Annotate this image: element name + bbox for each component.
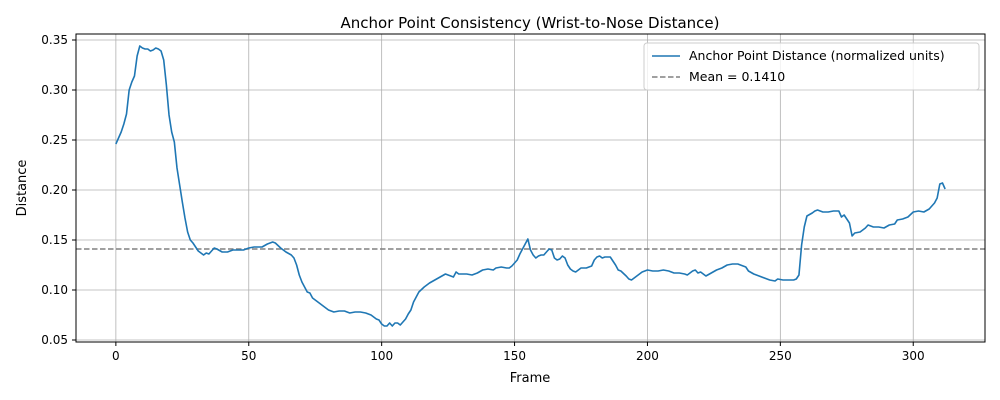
chart-title: Anchor Point Consistency (Wrist-to-Nose … bbox=[341, 14, 720, 32]
legend-box bbox=[643, 42, 980, 91]
legend-label-mean: Mean = 0.1410 bbox=[689, 69, 785, 84]
x-tick-label: 50 bbox=[241, 349, 256, 363]
y-tick-label: 0.30 bbox=[41, 83, 68, 97]
series-layer bbox=[115, 45, 946, 327]
x-tick-label: 300 bbox=[902, 349, 925, 363]
legend-label-distance: Anchor Point Distance (normalized units) bbox=[689, 48, 945, 63]
plot-frame bbox=[75, 33, 986, 343]
x-axis-label: Frame bbox=[510, 371, 551, 386]
y-tick-label: 0.25 bbox=[41, 133, 68, 147]
series-line-distance bbox=[115, 45, 946, 327]
y-tick-label: 0.05 bbox=[41, 333, 68, 347]
y-tick-label: 0.20 bbox=[41, 183, 68, 197]
x-tick-label: 100 bbox=[370, 349, 393, 363]
y-tick-label: 0.35 bbox=[41, 33, 68, 47]
axis-ticks: 0 50 100 150 200 250 300 0.05 0.10 0.15 0.20 0.25 0.… bbox=[41, 33, 924, 363]
x-tick-label: 150 bbox=[503, 349, 526, 363]
y-tick-label: 0.15 bbox=[41, 233, 68, 247]
x-tick-label: 250 bbox=[769, 349, 792, 363]
y-axis-label: Distance bbox=[15, 160, 30, 217]
x-tick-label: 200 bbox=[636, 349, 659, 363]
x-tick-label: 0 bbox=[112, 349, 120, 363]
legend: Anchor Point Distance (normalized units)… bbox=[643, 42, 980, 91]
y-tick-label: 0.10 bbox=[41, 283, 68, 297]
